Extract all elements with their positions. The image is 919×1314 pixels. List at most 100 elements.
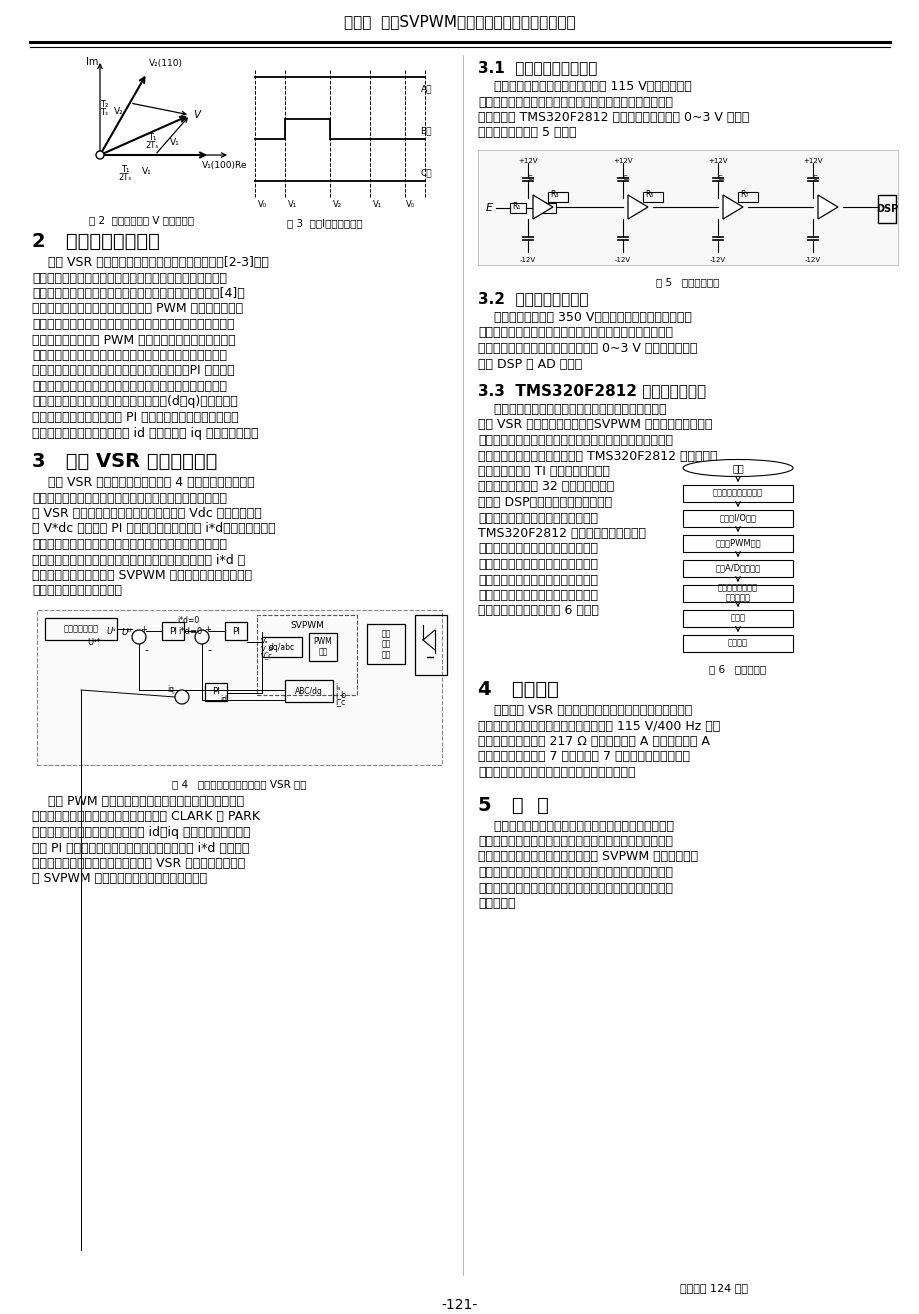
Text: -12V: -12V <box>709 258 725 263</box>
Text: 令是一个正弦波信号，其电流指令的幅值信号来源于直流电: 令是一个正弦波信号，其电流指令的幅值信号来源于直流电 <box>32 350 227 361</box>
Text: 通过对空间矢量脉宽调制技术控制算法的详细分析和: 通过对空间矢量脉宽调制技术控制算法的详细分析和 <box>478 403 665 417</box>
Text: 而在直接控制策略中固定开关频率的 PWM 电流控制因其算: 而在直接控制策略中固定开关频率的 PWM 电流控制因其算 <box>32 302 243 315</box>
Text: 令为直流时不变信号，且其 PI 电流调节器实现电流无静差控: 令为直流时不变信号，且其 PI 电流调节器实现电流无静差控 <box>32 411 238 424</box>
Text: 三相 VSR 的建模与仿真发现，SVPWM 的控制算法具有便于: 三相 VSR 的建模与仿真发现，SVPWM 的控制算法具有便于 <box>478 418 711 431</box>
Text: -12V: -12V <box>804 258 820 263</box>
Text: 法简单、实现较为方便，得到了较好应用，在三相静止坐标系: 法简单、实现较为方便，得到了较好应用，在三相静止坐标系 <box>32 318 234 331</box>
Text: TMS320F2812 实现的软件部分主要包: TMS320F2812 实现的软件部分主要包 <box>478 527 645 540</box>
Text: 压调节器的输出，频率和相位信号来源于电网；PI 电流调节: 压调节器的输出，频率和相位信号来源于电网；PI 电流调节 <box>32 364 234 377</box>
Text: 是完成系统的初始化工作，包括系统: 是完成系统的初始化工作，包括系统 <box>478 558 597 572</box>
Text: 可以直接设为零，通过解耦得到三相 VSR 的指令电压，并通: 可以直接设为零，通过解耦得到三相 VSR 的指令电压，并通 <box>32 857 245 870</box>
Text: 系统网侧给定输入电压为三相交流 115 V，对电压进行: 系统网侧给定输入电压为三相交流 115 V，对电压进行 <box>478 80 691 93</box>
Bar <box>478 150 897 265</box>
Text: 局中断以及开事件管理器中断进入工: 局中断以及开事件管理器中断进入工 <box>478 589 597 602</box>
Text: 三相 VSR 数字控制系统结构如图 4 所示，控制系统采用: 三相 VSR 数字控制系统结构如图 4 所示，控制系统采用 <box>32 476 255 489</box>
Text: V₁(100)Re: V₁(100)Re <box>202 162 247 170</box>
Text: 三相 PWM 整流器是采用电机矢量控制的思想通过控制: 三相 PWM 整流器是采用电机矢量控制的思想通过控制 <box>32 795 244 808</box>
Text: 杨中书  基于SVPWM的航空高功率因数整流器设计: 杨中书 基于SVPWM的航空高功率因数整流器设计 <box>344 14 575 29</box>
Text: dq/abc: dq/abc <box>268 643 295 652</box>
Text: 采集，采用运算放大器组成双输入放大电路，通过选择合理: 采集，采用运算放大器组成双输入放大电路，通过选择合理 <box>478 326 673 339</box>
Text: -: - <box>207 645 210 654</box>
Text: 了实验电路并进行了试验。试验中电源为 115 V/400 Hz 三相: 了实验电路并进行了试验。试验中电源为 115 V/400 Hz 三相 <box>478 720 720 732</box>
Text: 低成本且具有相当集成度的定点 TMS320F2812 作为核心控: 低成本且具有相当集成度的定点 TMS320F2812 作为核心控 <box>478 449 717 463</box>
Text: V₁: V₁ <box>288 200 297 209</box>
Text: 初始化I/O接口: 初始化I/O接口 <box>719 514 755 523</box>
Text: PI: PI <box>211 687 220 696</box>
Text: 作状态。其程序流程如图 6 所示。: 作状态。其程序流程如图 6 所示。 <box>478 604 598 618</box>
Text: 图 6   主程序流程: 图 6 主程序流程 <box>709 664 766 674</box>
Bar <box>509 202 526 213</box>
Text: （下转第 124 页）: （下转第 124 页） <box>679 1282 747 1293</box>
Text: 直流侧输出电压约 350 V，为实现对直流侧电压的数据: 直流侧输出电压约 350 V，为实现对直流侧电压的数据 <box>478 311 691 325</box>
Text: 驱动
隔离
电路: 驱动 隔离 电路 <box>381 629 391 658</box>
Text: 图 4   基于空间矢量调制的三相 VSR 结构: 图 4 基于空间矢量调制的三相 VSR 结构 <box>172 779 306 788</box>
Polygon shape <box>817 194 837 219</box>
Text: 3.2  直流电压调理电路: 3.2 直流电压调理电路 <box>478 290 588 306</box>
Text: +: + <box>204 625 210 633</box>
Text: Uᵈ: Uᵈ <box>107 627 117 636</box>
Text: 高功率因数整流器的重要组成部分。: 高功率因数整流器的重要组成部分。 <box>478 511 597 524</box>
Text: 采样时通过变压器进行降压采样，然后调理电压信号，使电: 采样时通过变压器进行降压采样，然后调理电压信号，使电 <box>478 96 673 109</box>
Text: 处理器 DSP。数字信号处理器是三相: 处理器 DSP。数字信号处理器是三相 <box>478 495 611 509</box>
Text: T₁: T₁ <box>148 133 156 142</box>
Text: 网侧电流的动、静态性能，并增强电流控制系统的鲁棒性[4]。: 网侧电流的动、静态性能，并增强电流控制系统的鲁棒性[4]。 <box>32 286 244 300</box>
Text: 2Tₛ: 2Tₛ <box>119 173 131 183</box>
Text: 电流指令进行电流控制，按照电压外环输出的电流信号 i*d 对: 电流指令进行电流控制，按照电压外环输出的电流信号 i*d 对 <box>32 553 245 566</box>
Text: 接电流控制。直接电流控制采用网侧电流闭环控制，提高了: 接电流控制。直接电流控制采用网侧电流闭环控制，提高了 <box>32 272 227 285</box>
Text: i_b: i_b <box>335 690 346 699</box>
Text: PI: PI <box>232 627 240 636</box>
Ellipse shape <box>682 460 792 477</box>
Text: 图 3  扇区Ⅰ中开关函数图: 图 3 扇区Ⅰ中开关函数图 <box>287 218 362 229</box>
Text: A相: A相 <box>420 84 432 93</box>
Text: 根据三相 VSR 的数学模型和相关原理，在实验室中搭建: 根据三相 VSR 的数学模型和相关原理，在实验室中搭建 <box>478 704 691 717</box>
Text: 图 2  空间电压矢量 V 的合成方法: 图 2 空间电压矢量 V 的合成方法 <box>89 215 194 225</box>
Bar <box>367 624 404 664</box>
Text: R₇: R₇ <box>739 191 747 198</box>
Text: PWM
控制: PWM 控制 <box>313 637 332 657</box>
Text: PI: PI <box>169 627 176 636</box>
Bar <box>682 510 792 527</box>
Text: +12V: +12V <box>517 158 538 164</box>
Text: 3.1  交流侧电压调理电路: 3.1 交流侧电压调理电路 <box>478 60 596 75</box>
Text: Im: Im <box>85 57 98 67</box>
Bar <box>548 192 567 202</box>
Text: C₇: C₇ <box>811 175 819 181</box>
Text: C₃: C₃ <box>621 175 630 181</box>
Text: V_b: V_b <box>261 645 273 652</box>
Text: 输入电流同相位，从而实现了高功率因数整流。: 输入电流同相位，从而实现了高功率因数整流。 <box>478 766 635 779</box>
Text: Tₛ: Tₛ <box>100 108 108 117</box>
Bar <box>205 683 227 700</box>
Circle shape <box>175 690 188 704</box>
Bar <box>162 622 184 640</box>
Text: 相 VSR 直流侧电压，通过输出直流侧电压 Vdc 与给定参考电: 相 VSR 直流侧电压，通过输出直流侧电压 Vdc 与给定参考电 <box>32 507 262 520</box>
Bar <box>682 610 792 627</box>
Bar <box>682 635 792 652</box>
Text: 时钟设置、初始化寄存器的值和开全: 时钟设置、初始化寄存器的值和开全 <box>478 573 597 586</box>
Text: 流器来实现单位功率因数。: 流器来实现单位功率因数。 <box>32 585 122 598</box>
Text: 压信号值在 TMS320F2812 的数据采集端要求的 0~3 V 之间，: 压信号值在 TMS320F2812 的数据采集端要求的 0~3 V 之间， <box>478 110 749 124</box>
Text: R₁: R₁ <box>512 202 520 212</box>
Text: 制，也有利于分别对有功电流 id 和无功电流 iq 独立进行控制。: 制，也有利于分别对有功电流 id 和无功电流 iq 独立进行控制。 <box>32 427 258 439</box>
Text: 相输入电流波形如图 7 所示，由图 7 中可以看出输入电压与: 相输入电流波形如图 7 所示，由图 7 中可以看出输入电压与 <box>478 750 689 763</box>
Text: V: V <box>193 110 200 120</box>
Text: 的参数值将直流侧的输出电压转换到 0~3 V 范围之内，然后: 的参数值将直流侧的输出电压转换到 0~3 V 范围之内，然后 <box>478 342 697 355</box>
Text: 括主程序和中断子程序。主程序主要: 括主程序和中断子程序。主程序主要 <box>478 543 597 556</box>
Text: V₀: V₀ <box>405 200 414 209</box>
Text: 5   结  论: 5 结 论 <box>478 795 549 815</box>
Text: i_c: i_c <box>335 696 345 706</box>
Text: 启动A/D转换单元: 启动A/D转换单元 <box>715 564 760 573</box>
Bar <box>682 585 792 602</box>
Text: 开中断: 开中断 <box>730 614 744 623</box>
Text: 送入 DSP 的 AD 接口。: 送入 DSP 的 AD 接口。 <box>478 357 582 371</box>
Text: E: E <box>485 202 493 213</box>
Text: V₀: V₀ <box>257 200 267 209</box>
Text: ABC/dq: ABC/dq <box>295 686 323 695</box>
Circle shape <box>131 629 146 644</box>
Bar <box>45 618 117 640</box>
Bar <box>225 622 246 640</box>
Bar <box>414 615 447 675</box>
Text: 图 5   电压调理电路: 图 5 电压调理电路 <box>655 277 719 286</box>
Text: DSP: DSP <box>875 204 897 214</box>
Text: 号经 PI 调节作为有功电流指令值，而无功电流 i*d 的指令值: 号经 PI 调节作为有功电流指令值，而无功电流 i*d 的指令值 <box>32 841 249 854</box>
Text: 2   直接电流控制策略: 2 直接电流控制策略 <box>32 233 160 251</box>
